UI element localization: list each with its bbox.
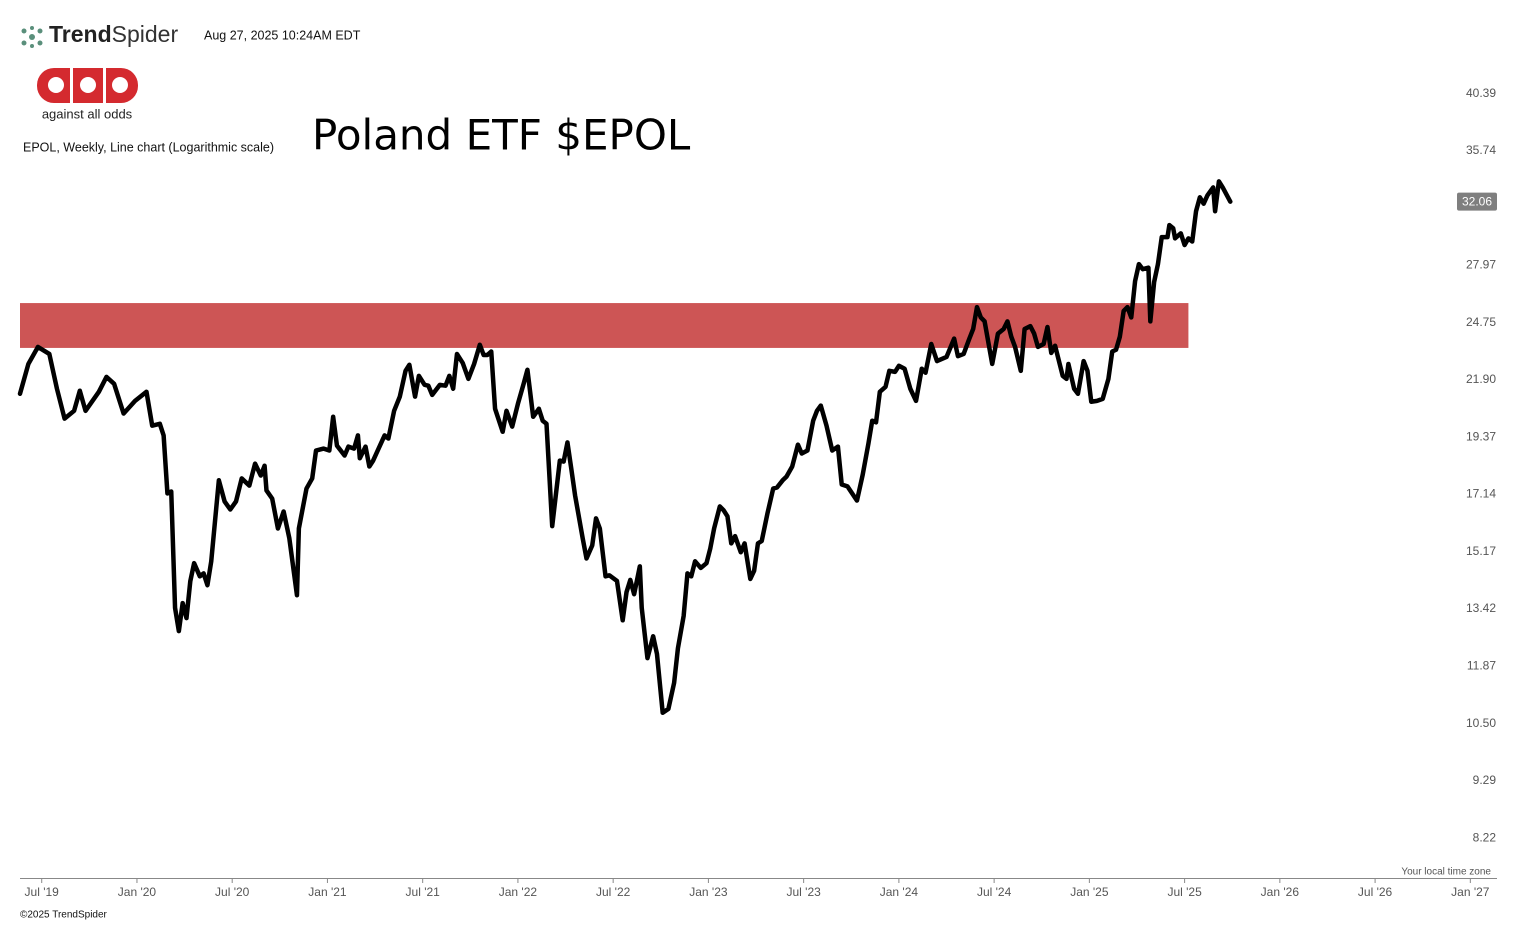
y-tick-label: 11.87 — [1467, 659, 1496, 673]
resistance-zone — [20, 303, 1189, 348]
price-line — [17, 179, 1233, 715]
x-tick-label: Jan '24 — [880, 885, 919, 899]
footer: ©2025 TrendSpider — [20, 910, 108, 921]
x-tick-label: Jul '25 — [1167, 885, 1202, 899]
timezone-note: Your local time zone — [1401, 867, 1491, 878]
y-tick-label: 15.17 — [1466, 544, 1496, 558]
chart-title: Poland ETF $EPOL — [312, 111, 691, 160]
x-tick-label: Jan '23 — [689, 885, 728, 899]
x-tick-label: Jan '27 — [1451, 885, 1490, 899]
logo — [37, 68, 138, 103]
x-tick-label: Jul '26 — [1358, 885, 1393, 899]
brand-light: Spider — [112, 21, 179, 47]
y-tick-label: 27.97 — [1466, 258, 1496, 272]
y-tick-label: 17.14 — [1466, 487, 1496, 501]
logo-text: against all odds — [42, 106, 133, 121]
x-tick-label: Jan '26 — [1261, 885, 1300, 899]
brand-bold: Trend — [49, 21, 112, 47]
y-tick-label: 35.74 — [1466, 143, 1496, 157]
x-tick-label: Jan '25 — [1070, 885, 1109, 899]
x-tick-label: Jul '19 — [25, 885, 60, 899]
last-price-label: 32.06 — [1462, 194, 1492, 208]
x-tick-label: Jul '21 — [406, 885, 441, 899]
y-tick-label: 21.90 — [1466, 372, 1496, 386]
y-tick-label: 24.75 — [1466, 315, 1496, 329]
y-tick-label: 9.29 — [1473, 773, 1497, 787]
last-price-box — [1457, 192, 1497, 211]
y-tick-label: 8.22 — [1473, 830, 1497, 844]
brand-name: TrendSpider — [49, 21, 178, 47]
x-tick-label: Jan '21 — [308, 885, 347, 899]
y-tick-label: 13.42 — [1466, 601, 1496, 615]
x-tick-label: Jul '23 — [786, 885, 821, 899]
x-tick-label: Jul '22 — [596, 885, 631, 899]
x-tick-label: Jan '22 — [499, 885, 538, 899]
y-tick-label: 19.37 — [1466, 429, 1496, 443]
brand-icon — [21, 26, 43, 48]
x-tick-label: Jul '20 — [215, 885, 250, 899]
y-tick-label: 40.39 — [1466, 86, 1496, 100]
x-tick-label: Jan '20 — [118, 885, 157, 899]
chart-subtitle: EPOL, Weekly, Line chart (Logarithmic sc… — [23, 140, 274, 154]
y-tick-label: 10.50 — [1466, 716, 1496, 730]
timestamp: Aug 27, 2025 10:24AM EDT — [204, 28, 361, 42]
x-tick-label: Jul '24 — [977, 885, 1012, 899]
